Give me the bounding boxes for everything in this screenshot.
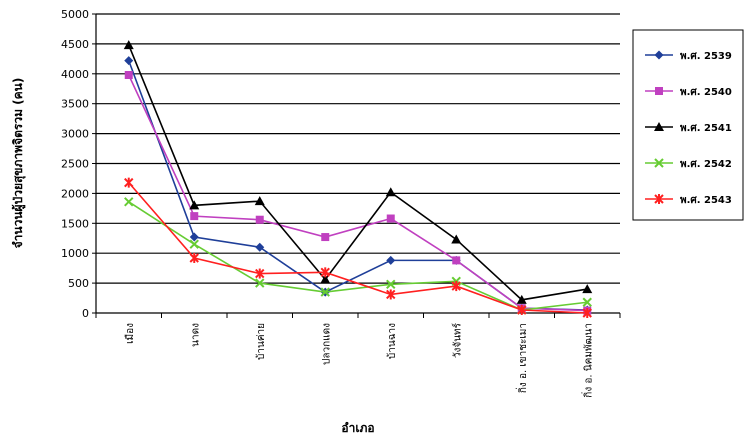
data-point: [255, 278, 265, 288]
y-tick-label: 0: [82, 307, 89, 320]
legend-label: พ.ศ. 2539: [680, 51, 732, 62]
marker-stroke: [320, 287, 330, 297]
x-tick-label: นาดง: [190, 323, 201, 347]
data-point: [582, 308, 592, 318]
x-tick-label: บ้านฉาง: [386, 323, 398, 359]
marker-stroke: [582, 297, 592, 307]
legend-marker: [654, 158, 664, 168]
marker-stroke: [386, 279, 396, 290]
x-tick-labels: เมือง นาดง บ้านค่าย ปลวกแดง บ้านฉาง วังจันทร์…: [124, 322, 595, 397]
legend-marker: [654, 194, 664, 204]
marker-stroke: [255, 278, 265, 288]
x-tick-label: ปลวกแดง: [321, 323, 332, 365]
legend-label: พ.ศ. 2541: [680, 123, 732, 134]
data-point: [451, 281, 461, 292]
data-point: [124, 56, 134, 66]
data-point: [124, 197, 134, 207]
data-point: [386, 255, 396, 265]
data-point: [189, 239, 199, 249]
legend-label: พ.ศ. 2542: [680, 159, 732, 170]
data-point: [255, 268, 265, 279]
legend-item: พ.ศ. 2539: [645, 50, 732, 62]
x-tick-label: กิ่ง อ. เขาชะเมา: [515, 323, 529, 393]
data-point: [255, 242, 265, 252]
data-point: [386, 289, 396, 300]
series-line: [128, 182, 588, 314]
legend-item: พ.ศ. 2543: [645, 194, 732, 206]
y-tick-label: 4000: [61, 68, 89, 81]
legend-frame: [632, 29, 744, 221]
legend-marker: [655, 87, 663, 95]
legend-item: พ.ศ. 2540: [645, 87, 732, 98]
gridlines: [96, 13, 620, 284]
y-tick-labels: 0 500 1000 1500 2000 2500 3000 3500 4000 4500 5000: [61, 8, 89, 320]
x-axis-title: อำเภอ: [341, 421, 374, 435]
marker-stroke: [189, 239, 199, 249]
data-point: [516, 294, 527, 304]
data-point: [123, 40, 134, 50]
legend: พ.ศ. 2539 พ.ศ. 2540 พ.ศ. 2541 พ.ศ. 2542 พ.ศ.…: [632, 29, 744, 221]
y-tick-label: 4500: [61, 38, 89, 51]
series-1: [124, 56, 592, 315]
legend-marker: [654, 50, 664, 60]
axes: [92, 13, 621, 318]
data-point: [582, 284, 593, 294]
legend-label: พ.ศ. 2543: [680, 195, 732, 206]
series-5: [124, 177, 592, 318]
data-point: [385, 187, 396, 197]
data-point: [386, 279, 396, 290]
legend-label: พ.ศ. 2540: [680, 87, 732, 98]
marker-stroke: [654, 158, 664, 168]
data-point: [190, 212, 199, 221]
data-point: [255, 215, 264, 224]
marker-stroke: [124, 197, 134, 207]
legend-item: พ.ศ. 2542: [645, 158, 732, 170]
legend-item: พ.ศ. 2541: [645, 122, 732, 134]
data-point: [124, 177, 134, 188]
data-point: [452, 256, 461, 265]
y-tick-label: 3000: [61, 128, 89, 141]
data-point: [189, 200, 200, 210]
data-point: [320, 274, 331, 284]
series-line: [128, 60, 588, 311]
y-tick-label: 3500: [61, 98, 89, 111]
data-point: [517, 305, 527, 316]
series-3: [123, 40, 593, 304]
series-line: [128, 44, 588, 301]
data-point: [320, 267, 330, 278]
legend-marker: [654, 122, 664, 131]
x-tick-label: กิ่ง อ. นิคมพัฒนา: [580, 323, 594, 398]
y-tick-label: 2500: [61, 158, 89, 171]
y-axis-title: จำนวนผู้ป่วยสุขภาพจิตรวม (คน): [11, 78, 26, 249]
y-tick-label: 500: [68, 277, 89, 290]
series-group: [123, 40, 593, 318]
data-point: [189, 232, 199, 242]
data-point: [386, 214, 395, 223]
data-point: [254, 196, 265, 206]
series-line: [128, 74, 588, 312]
x-tick-label: บ้านค่าย: [255, 323, 267, 360]
data-point: [189, 252, 199, 263]
y-tick-label: 1000: [61, 247, 89, 260]
data-point: [582, 297, 592, 307]
y-tick-label: 2000: [61, 187, 89, 200]
x-tick-label: เมือง: [124, 323, 136, 344]
x-tick-label: วังจันทร์: [451, 322, 463, 358]
data-point: [321, 233, 330, 242]
data-point: [451, 234, 462, 244]
data-point: [124, 70, 133, 79]
y-tick-label: 5000: [61, 8, 89, 21]
y-tick-label: 1500: [61, 217, 89, 230]
data-point: [320, 287, 330, 297]
